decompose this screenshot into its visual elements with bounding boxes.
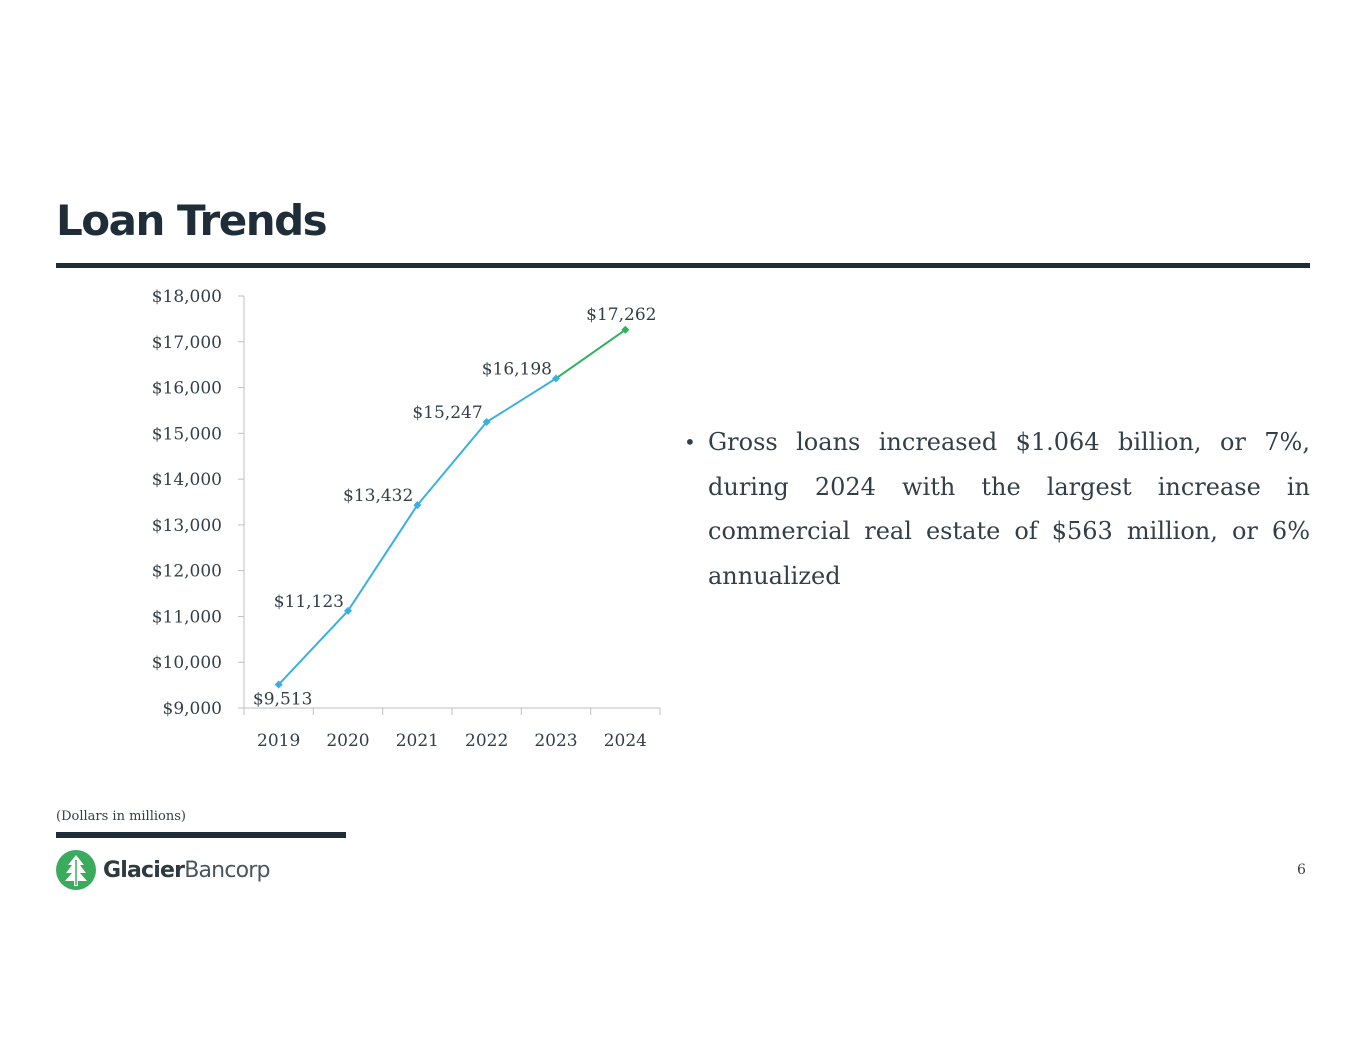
y-tick-label: $18,000 bbox=[152, 287, 222, 307]
y-tick-label: $16,000 bbox=[152, 379, 222, 399]
data-point bbox=[344, 606, 352, 615]
x-tick-label: 2023 bbox=[534, 731, 577, 751]
logo-wordmark: GlacierBancorp bbox=[103, 858, 270, 883]
logo-name-bold: Glacier bbox=[103, 857, 185, 883]
bullet-text: Gross loans increased $1.064 billion, or… bbox=[708, 428, 1310, 590]
data-point bbox=[552, 374, 560, 383]
series-line-segment bbox=[277, 610, 349, 686]
units-footnote: (Dollars in millions) bbox=[56, 809, 186, 824]
loan-line-chart: $9,000 $10,000 $11,000 $12,000 $13,000 $14,00… bbox=[152, 287, 661, 751]
series-line-segment bbox=[416, 421, 488, 506]
glacier-tree-icon bbox=[56, 850, 96, 890]
bullet-dot: • bbox=[684, 430, 696, 454]
data-label: $9,513 bbox=[253, 690, 312, 710]
y-tick-label: $17,000 bbox=[152, 333, 222, 353]
bullet-list: • Gross loans increased $1.064 billion, … bbox=[684, 420, 1310, 598]
data-label: $15,247 bbox=[412, 403, 482, 423]
footer-divider bbox=[56, 832, 346, 838]
y-tick-label: $9,000 bbox=[163, 699, 222, 719]
y-tick-label: $14,000 bbox=[152, 470, 222, 490]
series-line-segment bbox=[486, 377, 557, 423]
y-tick-label: $15,000 bbox=[152, 424, 222, 444]
data-label: $17,262 bbox=[586, 305, 656, 325]
x-tick-label: 2020 bbox=[326, 731, 369, 751]
x-tick-label: 2022 bbox=[465, 731, 508, 751]
data-label: $16,198 bbox=[482, 359, 552, 379]
page-number: 6 bbox=[1297, 862, 1306, 878]
data-point bbox=[482, 418, 491, 427]
data-point bbox=[274, 680, 283, 689]
logo-name-light: Bancorp bbox=[184, 857, 270, 883]
x-tick-label: 2024 bbox=[604, 731, 647, 751]
y-tick-label: $12,000 bbox=[152, 562, 222, 582]
y-tick-label: $13,000 bbox=[152, 516, 222, 536]
x-tick-label: 2019 bbox=[257, 731, 300, 751]
company-logo: GlacierBancorp bbox=[55, 849, 270, 891]
y-tick-label: $11,000 bbox=[152, 607, 222, 627]
series-line-segment bbox=[347, 504, 419, 612]
data-label: $13,432 bbox=[343, 486, 413, 506]
x-tick-label: 2021 bbox=[396, 731, 439, 751]
data-point bbox=[413, 501, 422, 510]
series-line-segment bbox=[555, 328, 626, 380]
title-divider bbox=[56, 263, 1310, 268]
y-tick-label: $10,000 bbox=[152, 653, 222, 673]
slide-title: Loan Trends bbox=[56, 196, 328, 245]
data-label: $11,123 bbox=[274, 592, 344, 612]
data-point bbox=[621, 325, 630, 334]
